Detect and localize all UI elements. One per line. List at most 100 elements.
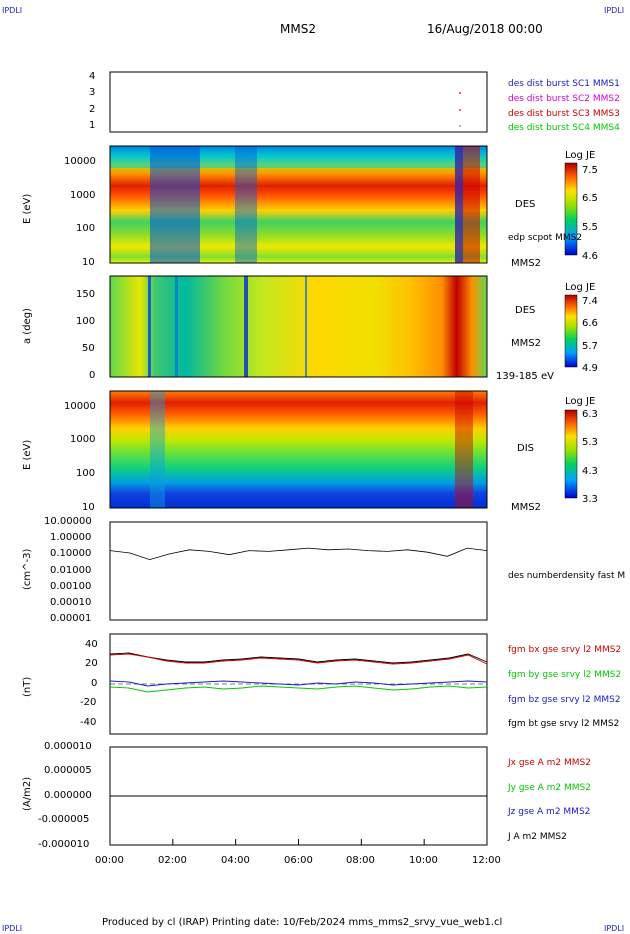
p1-ytick: 4 — [89, 71, 96, 82]
panel4-frame — [109, 390, 488, 509]
corner-label-tl: IPDLI — [2, 6, 23, 15]
panel5-frame — [109, 521, 488, 621]
cbar4-tick: 4.3 — [582, 466, 598, 477]
p2-label-des: DES — [515, 199, 536, 210]
bfield-series-line — [109, 680, 488, 687]
p6-legend-bz: fgm bz gse srvy l2 MMS2 — [508, 695, 621, 705]
p6-legend-bx: fgm bx gse srvy l2 MMS2 — [508, 645, 622, 655]
p7-legend-jx: Jx gse A m2 MMS2 — [508, 758, 591, 768]
p7-ytick: -0.000005 — [38, 814, 90, 825]
panel1-point — [459, 92, 461, 94]
p3-label-mms2: MMS2 — [511, 338, 541, 349]
p6-legend-by: fgm by gse srvy l2 MMS2 — [508, 670, 622, 680]
p1-ytick: 1 — [89, 120, 96, 131]
cbar2-title: Log JE — [565, 150, 596, 161]
p5-ytick: 0.10000 — [50, 548, 92, 559]
p7-ytick: 0.000000 — [44, 790, 92, 801]
p3-ytick: 50 — [82, 343, 95, 354]
panel1-points — [459, 92, 461, 127]
p4-label-dis: DIS — [517, 443, 534, 454]
cbar2-tick: 4.6 — [582, 251, 598, 262]
legend-sc4: des dist burst SC4 MMS4 — [508, 123, 620, 133]
colorbar-panel4 — [564, 409, 578, 499]
p2-ytick: 100 — [76, 223, 96, 234]
p5-legend: des numberdensity fast M — [508, 571, 626, 581]
panel2-spectrogram — [110, 146, 487, 263]
xtick-label: 08:00 — [346, 855, 375, 866]
p1-ytick: 2 — [89, 104, 96, 115]
p2-ytick: 10000 — [64, 156, 96, 167]
p7-legend-jy: Jy gse A m2 MMS2 — [508, 783, 591, 793]
cbar3-tick: 5.7 — [582, 341, 598, 352]
colorbar-panel2 — [564, 162, 578, 256]
p5-ytick: 1.00000 — [50, 532, 92, 543]
p4-ytick: 1000 — [70, 434, 96, 445]
cbar3-tick: 6.6 — [582, 318, 598, 329]
p5-ytick: 0.01000 — [50, 565, 92, 576]
panel1-frame — [109, 71, 488, 133]
bfield-series-line — [109, 652, 488, 664]
p7-ytick: 0.000010 — [44, 741, 92, 752]
panel2-frame — [109, 145, 488, 264]
spacecraft-title: MMS2 — [280, 22, 316, 36]
corner-label-tr: IPDLI — [604, 6, 625, 15]
legend-sc3: des dist burst SC3 MMS3 — [508, 109, 620, 119]
cbar4-tick: 6.3 — [582, 409, 598, 420]
p6-legend-bt: fgm bt gse srvy l2 MMS2 — [508, 719, 620, 729]
xtick-label: 04:00 — [221, 855, 250, 866]
colorbar-panel3 — [564, 294, 578, 368]
panel4-spectrogram — [110, 391, 487, 508]
bfield-series-line — [109, 653, 488, 665]
panel1-point — [459, 109, 461, 111]
p4-ytick: 10 — [82, 502, 95, 513]
p4-ytick: 100 — [76, 468, 96, 479]
cbar2-tick: 6.5 — [582, 193, 598, 204]
p4-ytick: 10000 — [64, 401, 96, 412]
cbar2-tick: 5.5 — [582, 222, 598, 233]
corner-label-bl: IPDLI — [2, 924, 23, 933]
cbar3-title: Log JE — [565, 282, 596, 293]
bfield-series-line — [109, 685, 488, 693]
p5-ytick: 10.00000 — [44, 516, 92, 527]
density-series-line — [110, 547, 487, 561]
p6-ytick: -40 — [80, 717, 97, 728]
p6-ytick: 20 — [85, 658, 98, 669]
xtick-label: 06:00 — [284, 855, 313, 866]
p6-ytick: -20 — [80, 697, 97, 708]
p3-ytick: 0 — [89, 370, 96, 381]
p5-ytick: 0.00100 — [50, 581, 92, 592]
cbar3-tick: 7.4 — [582, 296, 598, 307]
p2-label-scpot: edp scpot MMS2 — [508, 233, 583, 243]
xtick-label: 12:00 — [472, 855, 501, 866]
p7-legend-j: J A m2 MMS2 — [508, 832, 567, 842]
datetime-title: 16/Aug/2018 00:00 — [427, 22, 543, 36]
cbar4-tick: 5.3 — [582, 437, 598, 448]
cbar2-tick: 7.5 — [582, 165, 598, 176]
p7-ytick: -0.000010 — [38, 839, 90, 850]
p7-legend-jz: Jz gse A m2 MMS2 — [508, 807, 591, 817]
cbar4-tick: 3.3 — [582, 494, 598, 505]
footer-credit: Produced by cl (IRAP) Printing date: 10/… — [102, 917, 503, 928]
p2-ytick: 10 — [82, 257, 95, 268]
p3-label-des: DES — [515, 305, 536, 316]
p5-ytick: 0.00001 — [50, 613, 92, 624]
p2-label-mms2: MMS2 — [511, 258, 541, 269]
p7-ytick: 0.000005 — [44, 765, 92, 776]
p6-ytick: 0 — [91, 678, 98, 689]
legend-sc1: des dist burst SC1 MMS1 — [508, 79, 620, 89]
p3-ytick: 100 — [76, 316, 96, 327]
p3-label-energy: 139-185 eV — [496, 371, 554, 382]
p5-ytick: 0.00010 — [50, 597, 92, 608]
cbar3-tick: 4.9 — [582, 363, 598, 374]
xtick-label: 00:00 — [95, 855, 124, 866]
panel3-frame — [109, 275, 488, 378]
p4-label-mms2: MMS2 — [511, 502, 541, 513]
corner-label-br: IPDLI — [604, 924, 625, 933]
xtick-label: 10:00 — [409, 855, 438, 866]
panel3-spectrogram — [110, 276, 487, 377]
p6-ytick: 40 — [85, 639, 98, 650]
p3-ytick: 150 — [76, 289, 96, 300]
p2-ytick: 1000 — [70, 190, 96, 201]
legend-sc2: des dist burst SC2 MMS2 — [508, 94, 620, 104]
